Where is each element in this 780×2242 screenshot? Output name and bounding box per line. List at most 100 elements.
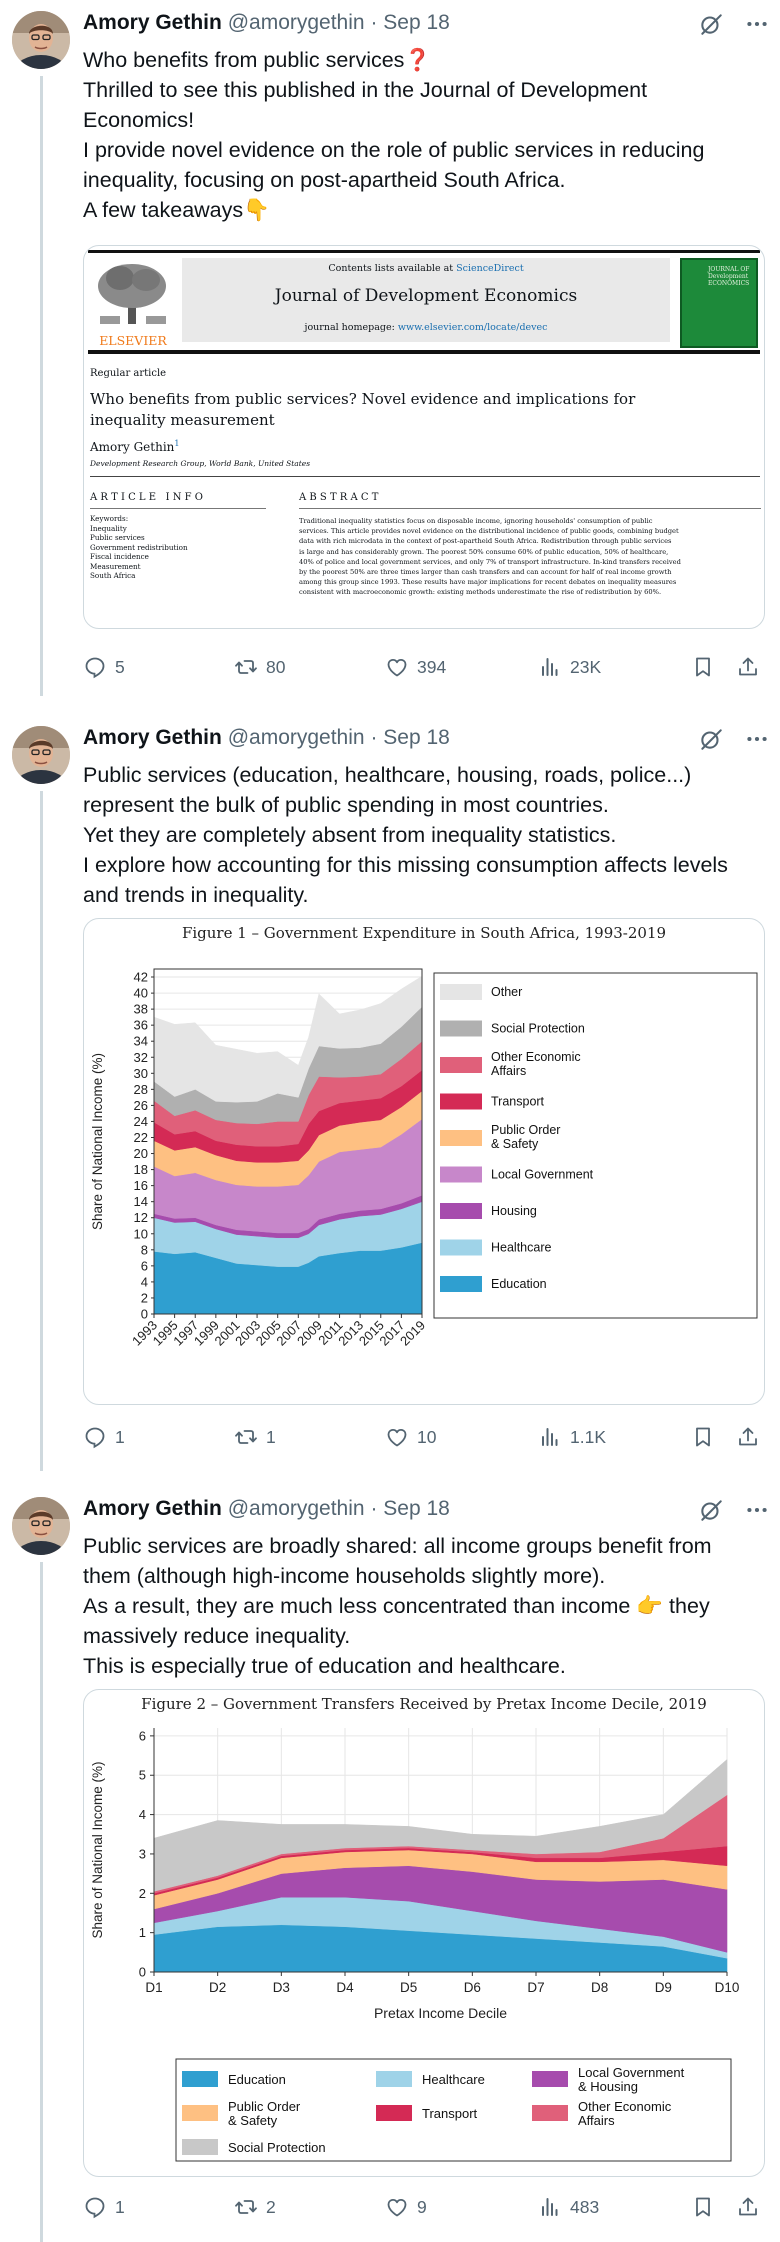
author-name[interactable]: Amory Gethin [83,1497,222,1520]
tweet-header-icons [698,726,770,752]
tweet-date[interactable]: Sep 18 [383,1497,450,1520]
author-handle[interactable]: @amorygethin [227,1497,365,1520]
legend-swatch-other [440,984,482,1000]
tweet-text: Public services (education, healthcare, … [83,763,728,907]
y-tick-label: 42 [134,970,148,985]
avatar[interactable] [12,1497,70,1555]
more-icon[interactable] [744,1497,770,1523]
views-button[interactable]: 23K [538,652,601,682]
repost-button[interactable]: 2 [234,2192,276,2222]
reply-icon [83,2195,107,2219]
legend-swatch-healthcare [376,2071,412,2087]
legend-label-transport: Transport [422,2106,478,2121]
legend-label-other: Other [491,985,522,999]
more-icon[interactable] [744,11,770,37]
repost-button[interactable]: 1 [234,1422,276,1452]
journal-header: Contents lists available at ScienceDirec… [182,258,670,342]
plot-frame [153,968,423,1315]
share-button[interactable] [736,2192,760,2222]
bookmark-icon [691,2195,715,2219]
legend-swatch-education [182,2071,218,2087]
journal-homepage-link[interactable]: www.elsevier.com/locate/devec [397,322,548,333]
reply-button[interactable]: 1 [83,2192,125,2222]
reply-button[interactable]: 5 [83,652,125,682]
x-tick-label: D3 [273,1980,290,1995]
figure1-chart: 0246810121416182022242628303234363840421… [90,968,758,1349]
legend-label-local-government: Local Government [491,1168,594,1182]
y-tick-label: 24 [134,1114,148,1129]
y-tick-label: 30 [134,1066,148,1081]
views-icon [538,1425,562,1449]
tweet-header-icons [698,11,770,37]
like-button[interactable]: 9 [385,2192,427,2222]
tweet-actions: 1 1 10 1.1K [83,1422,765,1452]
tweet[interactable]: Amory Gethin @amorygethin · Sep 18 Who b… [0,0,780,700]
legend-label-transport: Transport [491,1095,545,1109]
views-button[interactable]: 1.1K [538,1422,606,1452]
like-button[interactable]: 10 [385,1422,436,1452]
tweet-header: Amory Gethin @amorygethin · Sep 18 [83,726,450,749]
y-tick-label: 4 [141,1274,148,1289]
tweet-date[interactable]: Sep 18 [383,11,450,34]
y-tick-label: 26 [134,1098,148,1113]
y-tick-label: 8 [141,1242,148,1257]
legend-label-public-order-safety: Public Order & Safety [491,1123,560,1151]
y-tick-label: 12 [134,1210,148,1225]
more-icon[interactable] [744,726,770,752]
x-tick-label: D1 [145,1980,162,1995]
tweet-header: Amory Gethin @amorygethin · Sep 18 [83,1497,450,1520]
legend-label-other-economic-affairs: Other Economic Affairs [578,2099,672,2128]
bookmark-button[interactable] [691,2192,715,2222]
legend-swatch-public-order-safety [182,2105,218,2121]
legend-swatch-housing [440,1203,482,1219]
author-name[interactable]: Amory Gethin [83,11,222,34]
legend-swatch-social-protection [182,2139,218,2155]
tweet[interactable]: Amory Gethin @amorygethin · Sep 18 Publi… [0,1486,780,2242]
bookmark-button[interactable] [691,1422,715,1452]
journal-cover: JOURNAL OF Development ECONOMICS [680,258,758,348]
legend-swatch-healthcare [440,1239,482,1256]
figure2-chart: 0 1 2 3 4 5 6 D1 D2 D3 D4 D5 D6 D7 D8 D9 D10 Pretax Incom… [90,1728,739,2162]
figure1-image[interactable]: Figure 1 – Government Expenditure in Sou… [83,918,765,1405]
share-icon [736,2195,760,2219]
tweet-date[interactable]: Sep 18 [383,726,450,749]
y-tick-label: 5 [139,1768,146,1783]
figure2-image[interactable]: Figure 2 – Government Transfers Received… [83,1689,765,2177]
legend-swatch-transport [376,2105,412,2121]
author-handle[interactable]: @amorygethin [227,11,365,34]
grok-icon[interactable] [698,1497,724,1523]
tweet-header-icons [698,1497,770,1523]
grok-icon[interactable] [698,726,724,752]
legend-swatch-local-government [440,1166,482,1183]
repost-button[interactable]: 80 [234,652,285,682]
author-handle[interactable]: @amorygethin [227,726,365,749]
legend-swatch-other-economic-affairs [440,1057,482,1073]
tweet[interactable]: Amory Gethin @amorygethin · Sep 18 Publi… [0,715,780,1475]
legend-swatch-education [440,1276,482,1292]
y-tick-label: 40 [134,986,148,1001]
y-tick-label: 20 [134,1146,148,1161]
keywords: Keywords: Inequality Public services Gover… [90,514,188,580]
x-tick-label: D5 [400,1980,417,1995]
like-button[interactable]: 394 [385,652,446,682]
y-axis-label: Share of National Income (%) [90,1761,105,1938]
avatar[interactable] [12,726,70,784]
share-button[interactable] [736,1422,760,1452]
y-tick-label: 28 [134,1082,148,1097]
paper-image[interactable]: ELSEVIER Contents lists available at Sci… [83,245,765,629]
reply-button[interactable]: 1 [83,1422,125,1452]
figure2-title: Figure 2 – Government Transfers Received… [141,1695,707,1713]
grok-icon[interactable] [698,11,724,37]
y-tick-label: 3 [139,1846,146,1861]
legend-swatch-transport [440,1093,482,1110]
reply-icon [83,655,107,679]
views-button[interactable]: 483 [538,2192,599,2222]
bookmark-button[interactable] [691,652,715,682]
sciencedirect-link[interactable]: ScienceDirect [456,263,524,274]
x-tick-label: D8 [591,1980,608,1995]
share-button[interactable] [736,652,760,682]
author-name[interactable]: Amory Gethin [83,726,222,749]
area-social-protection [153,1758,728,1892]
legend-label-other-economic-affairs: Other Economic Affairs [491,1050,581,1078]
avatar[interactable] [12,11,70,69]
